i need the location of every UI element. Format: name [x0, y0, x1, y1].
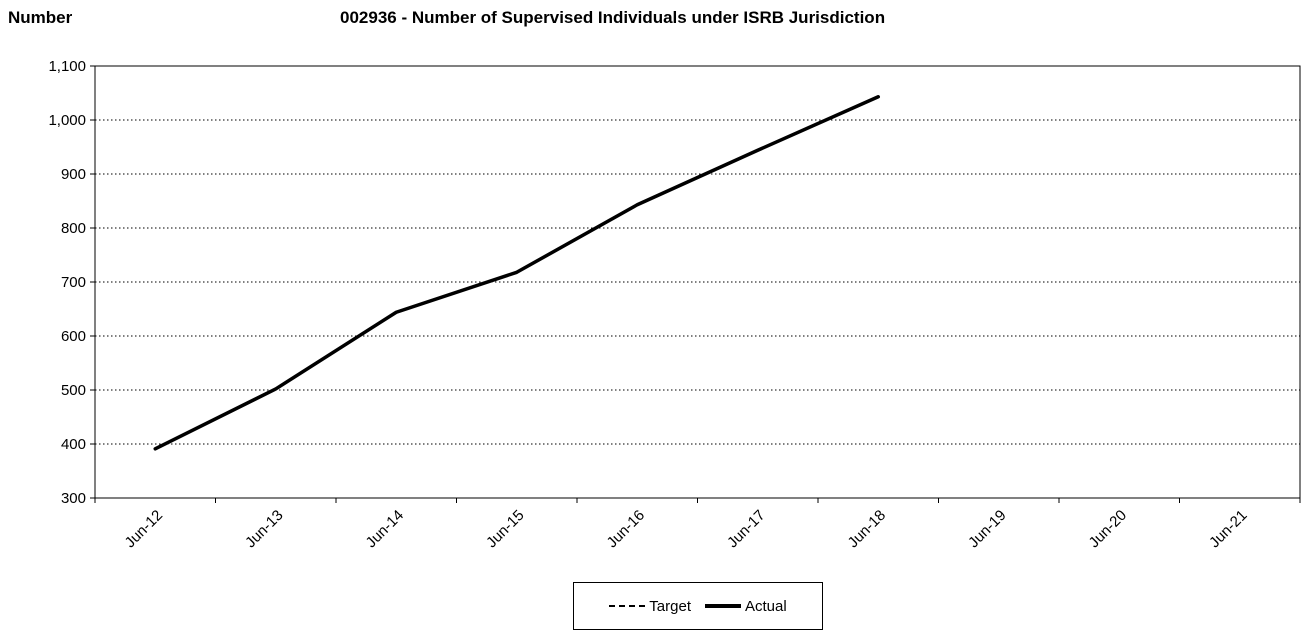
- y-tick-label: 800: [61, 220, 86, 237]
- y-axis-label: Number: [8, 8, 73, 27]
- y-tick-label: 300: [61, 490, 86, 507]
- y-tick-label: 1,000: [48, 112, 86, 129]
- x-tick-label: Jun-17: [724, 507, 768, 551]
- legend-swatch-actual: [705, 604, 741, 608]
- x-tick-label: Jun-13: [242, 507, 286, 551]
- chart-legend: Target Actual: [573, 582, 823, 630]
- legend-item-actual: Actual: [705, 598, 787, 615]
- x-tick-label: Jun-20: [1086, 507, 1130, 551]
- x-tick-label: Jun-21: [1206, 507, 1250, 551]
- chart-title: 002936 - Number of Supervised Individual…: [340, 8, 886, 27]
- legend-label-target: Target: [649, 597, 691, 615]
- x-tick-label: Jun-18: [845, 507, 889, 551]
- x-tick-label: Jun-12: [122, 507, 166, 551]
- legend-label-actual: Actual: [745, 597, 787, 615]
- x-tick-label: Jun-14: [363, 507, 407, 551]
- y-tick-label: 900: [61, 166, 86, 183]
- y-tick-label: 400: [61, 436, 86, 453]
- x-tick-label: Jun-19: [965, 507, 1009, 551]
- x-tick-label: Jun-16: [604, 507, 648, 551]
- legend-item-target: Target: [609, 598, 691, 615]
- x-tick-label: Jun-15: [483, 507, 527, 551]
- chart-plot: 300 400 500 600 700 800 900 1,000 1,100 Jun-12 Jun…: [48, 58, 1301, 551]
- legend-swatch-target: [609, 605, 646, 607]
- y-tick-label: 700: [61, 274, 86, 291]
- y-tick-label: 500: [61, 382, 86, 399]
- series-line-actual: [153, 95, 880, 451]
- y-tick-label: 600: [61, 328, 86, 345]
- y-tick-label: 1,100: [48, 58, 86, 75]
